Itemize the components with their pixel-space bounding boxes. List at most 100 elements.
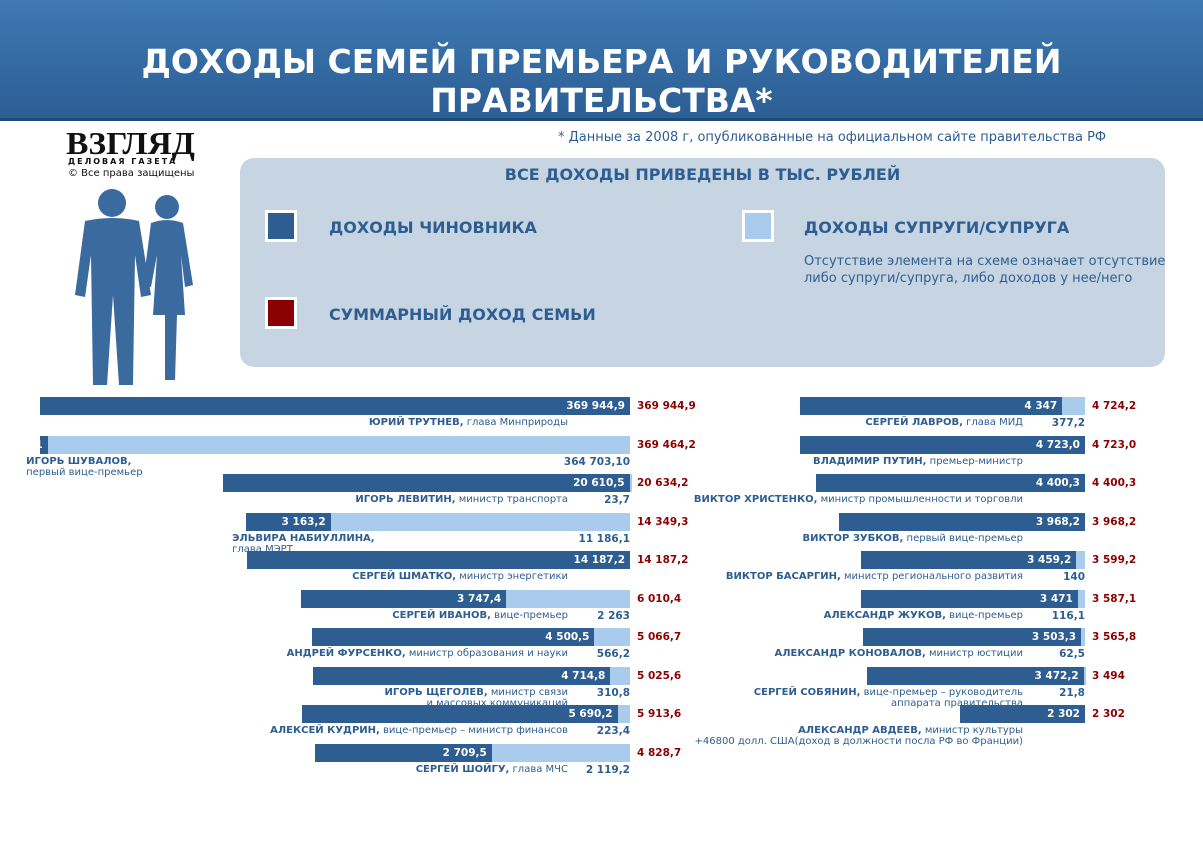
person-role: министр энергетики xyxy=(459,571,568,582)
value-label: 4 723,0 xyxy=(1035,438,1080,451)
value-label: 20 610,5 xyxy=(573,477,625,489)
value-label: 364 703,10 xyxy=(563,455,630,468)
person-role: вице-премьер xyxy=(494,609,568,621)
bar-official xyxy=(312,666,611,685)
person-name: ВИКТОР ХРИСТЕНКО, xyxy=(693,494,818,505)
bar-official xyxy=(315,743,492,762)
person-name: АЛЕКСЕЙ КУДРИН, xyxy=(270,725,380,736)
person-role: министр регионального развития xyxy=(844,571,1023,582)
person-label: СЕРГЕЙ ИВАНОВ, вице-премьер xyxy=(392,610,568,621)
person-name: АЛЕКСАНДР ЖУКОВ, xyxy=(823,609,946,621)
value-label: 310,8 xyxy=(596,686,630,699)
bar-spouse xyxy=(1081,628,1085,646)
value-label: 2 709,5 xyxy=(442,746,487,759)
person-name: ИГОРЬ ШУВАЛОВ, xyxy=(26,455,132,467)
person-label: ВИКТОР БАСАРГИН, министр регионального р… xyxy=(726,571,1023,582)
person-label: АЛЕКСАНДР КОНОВАЛОВ, министр юстиции xyxy=(774,648,1023,659)
bar-official xyxy=(960,705,1085,723)
bar-official xyxy=(800,397,1063,415)
logo: ВЗГЛЯД xyxy=(66,125,195,161)
person-label: АНДРЕЙ ФУРСЕНКО, министр образования и н… xyxy=(287,648,568,659)
value-label: 4 761,1 xyxy=(0,438,43,451)
value-label: 4 714,8 xyxy=(561,669,606,682)
person-label: ИГОРЬ ШУВАЛОВ, первый вице-премьер xyxy=(26,456,142,478)
total-label: 3 494 xyxy=(1092,669,1125,682)
bar-official xyxy=(246,512,331,531)
bar-official xyxy=(867,666,1084,685)
value-label: 223,4 xyxy=(596,725,630,737)
person-label: ЮРИЙ ТРУТНЕВ, глава Минприроды xyxy=(369,417,568,428)
total-label: 20 634,2 xyxy=(637,477,689,489)
value-label: 3 968,2 xyxy=(1035,515,1080,528)
total-label: 4 400,3 xyxy=(1092,477,1137,489)
value-label: 4 400,3 xyxy=(1035,477,1080,489)
value-label: 23,7 xyxy=(604,494,630,506)
person-name: ЮРИЙ ТРУТНЕВ, xyxy=(368,417,464,428)
total-label: 6 010,4 xyxy=(637,592,682,605)
legend-remark: Отсутствие элемента на схеме означает от… xyxy=(804,254,1166,286)
value-label: 2 119,2 xyxy=(585,763,630,776)
bar-spouse xyxy=(491,743,630,762)
person-role: глава МЭРТ xyxy=(232,543,293,555)
bar-official xyxy=(301,589,507,608)
person-name: ВИКТОР ЗУБКОВ, xyxy=(802,532,904,544)
silhouettes xyxy=(75,189,193,385)
bar-spouse xyxy=(1083,666,1086,685)
person-role: министр образования и науки xyxy=(408,648,568,659)
bar-spouse xyxy=(610,666,630,685)
value-label: 377,2 xyxy=(1051,417,1085,429)
person-label: СЕРГЕЙ ШМАТКО, министр энергетики xyxy=(352,571,568,582)
header-band xyxy=(0,0,1203,121)
value-label: 4 347 xyxy=(1024,400,1058,412)
bar-official xyxy=(860,551,1077,569)
person-label: ВИКТОР ЗУБКОВ, первый вице-премьер xyxy=(803,533,1023,544)
bar-spouse xyxy=(47,435,630,454)
total-label: 2 302 xyxy=(1092,708,1125,720)
person-label: ИГОРЬ ЩЕГОЛЕВ, министр связи и массовых … xyxy=(384,687,568,709)
total-label: 3 587,1 xyxy=(1092,592,1137,605)
total-label: 4 828,7 xyxy=(637,746,682,759)
person-role: министр промышленности и торговли xyxy=(820,494,1023,505)
person-role: министр связи и массовых коммуникаций xyxy=(426,686,568,709)
bar-official xyxy=(223,474,630,492)
bar-spouse xyxy=(617,705,630,723)
bar-official xyxy=(861,589,1078,608)
bar-spouse xyxy=(629,474,632,492)
person-name: ВЛАДИМИР ПУТИН, xyxy=(812,455,927,467)
value-label: 3 472,2 xyxy=(1034,669,1079,682)
value-label: 62,5 xyxy=(1059,648,1085,660)
page-title: ДОХОДЫ СЕМЕЙ ПРЕМЬЕРА И РУКОВОДИТЕЛЕЙ ПР… xyxy=(141,42,1062,120)
value-label: 369 944,9 xyxy=(566,400,625,412)
total-label: 4 724,2 xyxy=(1092,400,1137,412)
person-name: АЛЕКСАНДР КОНОВАЛОВ, xyxy=(774,648,926,659)
bar-official xyxy=(40,435,48,454)
value-label: 3 163,2 xyxy=(281,515,326,528)
person-name: ЭЛЬВИРА НАБИУЛЛИНА, xyxy=(232,532,375,544)
person-role: министр транспорта xyxy=(458,494,568,505)
person-role: министр юстиции xyxy=(929,648,1023,659)
bar-official xyxy=(312,628,595,646)
value-label: 3 503,3 xyxy=(1031,631,1077,643)
total-label: 369 944,9 xyxy=(637,400,696,412)
legend-label: СУММАРНЫЙ ДОХОД СЕМЬИ xyxy=(329,305,596,324)
value-label: 3 459,2 xyxy=(1027,554,1072,566)
person-name: АЛЕКСАНДР АВДЕЕВ, xyxy=(798,725,922,736)
total-label: 3 599,2 xyxy=(1092,554,1137,566)
note: * Данные за 2008 г, опубликованные на оф… xyxy=(558,130,1107,145)
total-label: 5 913,6 xyxy=(637,708,682,720)
person-name: СЕРГЕЙ ЛАВРОВ, xyxy=(865,417,963,428)
bar-official xyxy=(838,512,1085,531)
person-label: СЕРГЕЙ ШОЙГУ, глава МЧС xyxy=(416,764,568,775)
person-role: вице-премьер xyxy=(949,609,1023,621)
bar-official xyxy=(40,397,630,415)
value-label: 3 471 xyxy=(1039,592,1073,605)
bar-spouse xyxy=(330,512,630,531)
total-label: 5 066,7 xyxy=(637,631,682,643)
bar-official xyxy=(302,705,618,723)
total-label: 4 723,0 xyxy=(1092,438,1137,451)
person-role: первый вице-премьер xyxy=(26,466,143,478)
total-label: 5 025,6 xyxy=(637,669,682,682)
legend-label: ДОХОДЫ СУПРУГИ/СУПРУГА xyxy=(804,218,1070,237)
bar-spouse xyxy=(594,628,630,646)
